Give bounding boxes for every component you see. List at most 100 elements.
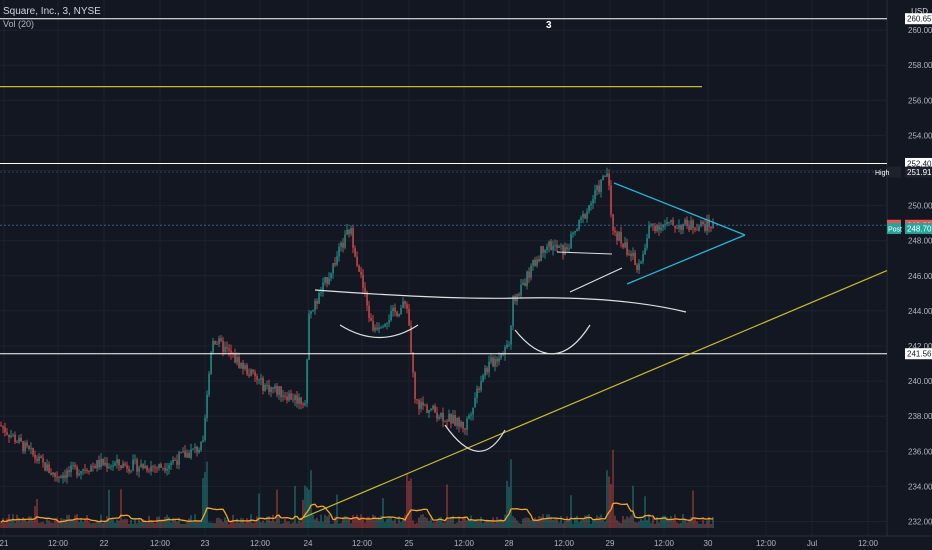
candle-body [710,227,712,229]
volume-bar [220,519,222,528]
volume-bar [68,514,70,528]
candle-body [202,440,204,442]
time-tick-label: 12:00 [150,539,171,548]
candle-body [300,397,302,404]
volume-bar [122,519,124,528]
volume-bar [414,523,416,528]
volume-bar [412,520,414,528]
volume-bar [16,514,18,528]
volume-bar [584,515,586,528]
candle-body [170,462,172,466]
volume-bar [182,523,184,528]
price-tag [905,348,932,360]
candle-body [564,247,566,255]
candle-body [642,254,644,262]
candle-body [164,467,166,471]
volume-bar [618,522,620,528]
candle-body [580,217,582,220]
price-axis[interactable]: 232.00 234.00 236.00 238.00 240.00 242.00 244.… [875,13,932,527]
candle-body [128,468,130,472]
candle-body [620,231,622,244]
volume-bar [686,522,688,528]
candle-body [160,464,162,468]
volume-bar [526,517,528,528]
candle-body [448,413,450,422]
candle-body [402,301,404,309]
price-tag-label: 241.56 [907,350,932,359]
candle-body [522,282,524,286]
candle-body [180,452,182,454]
candle-body [706,219,708,231]
volume-bar [444,522,446,528]
volume-bar [468,519,470,528]
candle-body [424,405,426,407]
volume-bar [296,523,298,528]
candle-body [76,466,78,476]
candle-body [292,399,294,401]
candle-body [286,396,288,401]
volume-bar [274,521,276,528]
candle-body [688,226,690,230]
volume-indicator-label[interactable]: Vol (20) [3,19,35,29]
volume-bar [410,478,412,528]
candle-body [204,417,206,441]
candle-body [698,226,700,231]
candle-body [672,220,674,226]
candle-body [26,442,28,446]
volume-bar [688,520,690,528]
candle-body [400,308,402,315]
candle-body [350,228,352,235]
symbol-title[interactable]: Square, Inc., 3, NYSE [3,6,101,17]
candle-body [280,386,282,397]
time-axis[interactable]: 21 12:00 22 12:00 23 12:00 24 12:00 25 12:00 28 12:… [0,539,879,548]
candle-body [668,221,670,223]
volume-bar [166,514,168,528]
candle-body [518,294,520,296]
candle-body [296,395,298,404]
volume-bar [176,521,178,528]
candle-body [306,359,308,404]
candle-body [582,213,584,218]
candle-body [234,353,236,363]
candle-body [464,428,466,430]
candle-body [86,470,88,472]
candle-body [512,296,514,326]
candle-body [510,325,512,345]
candle-body [562,245,564,255]
volume-bar [352,514,354,528]
candle-body [438,417,440,419]
volume-bar [96,521,98,528]
volume-bar [408,481,410,528]
candle-body [112,465,114,467]
candle-body [660,227,662,231]
price-tag-name-bg [887,166,901,178]
candle-body [352,228,354,249]
volume-bar [136,523,138,528]
volume-bar [546,514,548,528]
volume-bar [14,522,16,528]
volume-bar [558,522,560,528]
candle-body [110,466,112,468]
volume-bar [646,520,648,528]
candle-body [384,324,386,327]
candle-body [52,472,54,475]
candle-body [684,219,686,224]
volume-bar [552,519,554,528]
candle-body [398,314,400,317]
volume-bar [696,521,698,528]
candle-body [48,464,50,474]
candle-body [416,399,418,401]
candle-body [276,385,278,395]
candle-body [182,451,184,453]
candle-body [388,320,390,324]
candle-body [28,445,30,449]
volume-bar [46,519,48,528]
candle-body [370,318,372,321]
price-tick-label: 232.00 [908,518,932,527]
candle-body [588,205,590,212]
candle-body [140,463,142,468]
candle-body [504,347,506,355]
price-tick-label: 244.00 [908,307,932,316]
volume-bar [488,520,490,528]
